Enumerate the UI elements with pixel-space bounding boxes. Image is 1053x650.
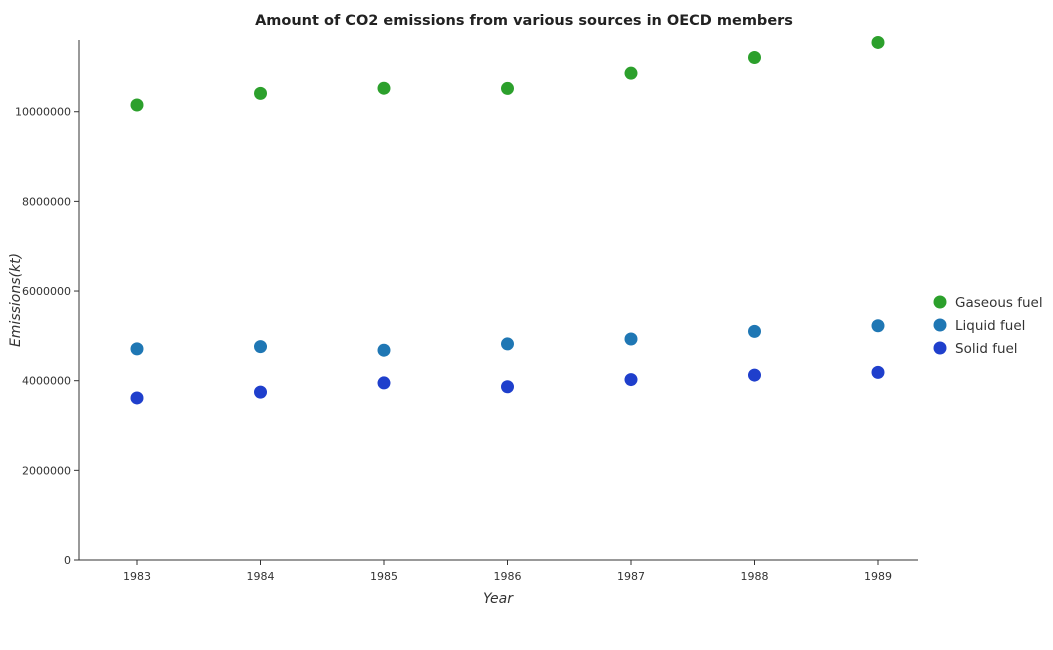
point-solid-fuel <box>871 365 885 379</box>
point-liquid-fuel <box>501 337 514 351</box>
x-tick-label: 1984 <box>247 570 275 583</box>
y-tick-label: 10000000 <box>15 106 71 119</box>
legend-marker <box>933 341 947 355</box>
x-tick-label: 1987 <box>617 570 645 583</box>
point-gaseous-fuel <box>748 50 761 64</box>
point-solid-fuel <box>501 380 514 394</box>
y-tick-label: 2000000 <box>22 464 71 477</box>
legend-marker <box>933 318 947 332</box>
x-axis-ticks: 1983 1984 1985 1986 1987 1988 1989 <box>123 560 892 583</box>
point-gaseous-fuel <box>871 35 885 49</box>
point-gaseous-fuel <box>130 98 144 112</box>
legend-label: Solid fuel <box>955 341 1018 357</box>
point-solid-fuel <box>254 385 267 399</box>
y-tick-label: 4000000 <box>22 375 71 388</box>
point-solid-fuel <box>377 376 391 390</box>
y-tick-label: 6000000 <box>22 285 71 298</box>
point-gaseous-fuel <box>377 81 391 95</box>
legend: Gaseous fuel Liquid fuel Solid fuel <box>933 295 1043 357</box>
legend-label: Liquid fuel <box>955 318 1025 334</box>
y-axis-ticks: 0 2000000 4000000 6000000 8000000 10000000 <box>15 106 79 567</box>
y-tick-label: 0 <box>64 554 71 567</box>
legend-marker <box>933 295 947 309</box>
point-liquid-fuel <box>254 340 267 354</box>
point-gaseous-fuel <box>501 81 514 95</box>
point-gaseous-fuel <box>254 86 267 100</box>
point-liquid-fuel <box>871 319 885 333</box>
legend-label: Gaseous fuel <box>955 295 1043 311</box>
point-solid-fuel <box>130 391 144 405</box>
point-liquid-fuel <box>624 332 638 346</box>
x-axis-label: Year <box>483 591 514 607</box>
point-liquid-fuel <box>748 324 761 338</box>
point-solid-fuel <box>748 368 761 382</box>
x-tick-label: 1986 <box>494 570 522 583</box>
x-tick-label: 1983 <box>123 570 151 583</box>
point-solid-fuel <box>624 373 638 387</box>
point-liquid-fuel <box>377 343 391 357</box>
chart-title: Amount of CO2 emissions from various sou… <box>255 13 793 29</box>
y-axis-label: Emissions(kt) <box>8 253 24 347</box>
x-tick-label: 1985 <box>370 570 398 583</box>
point-liquid-fuel <box>130 342 144 356</box>
y-tick-label: 8000000 <box>22 195 71 208</box>
point-gaseous-fuel <box>624 66 638 80</box>
x-tick-label: 1989 <box>864 570 892 583</box>
data-points <box>130 35 885 405</box>
x-tick-label: 1988 <box>741 570 769 583</box>
